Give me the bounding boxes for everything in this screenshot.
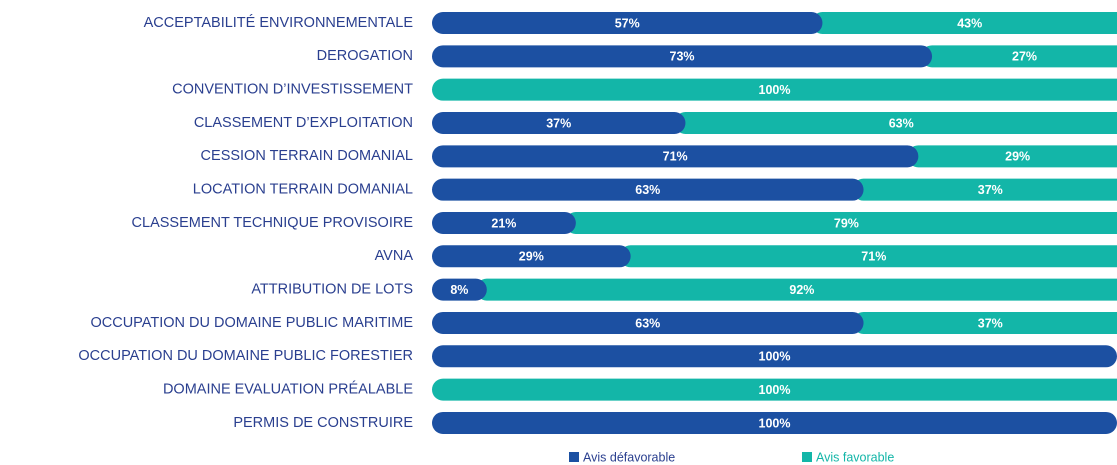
category-label: CLASSEMENT TECHNIQUE PROVISOIRE bbox=[132, 215, 414, 231]
value-label: 27% bbox=[1012, 50, 1037, 64]
bar-favorable bbox=[432, 378, 1117, 401]
value-label: 21% bbox=[491, 216, 516, 230]
legend-swatch bbox=[802, 452, 812, 462]
value-label: 71% bbox=[663, 150, 688, 164]
bar-defavorable bbox=[432, 245, 631, 268]
value-label: 29% bbox=[1005, 150, 1030, 164]
bar-favorable bbox=[852, 178, 1117, 201]
value-label: 71% bbox=[861, 250, 886, 264]
value-label: 63% bbox=[889, 116, 914, 130]
value-label: 57% bbox=[615, 16, 640, 30]
value-label: 37% bbox=[546, 116, 571, 130]
value-label: 73% bbox=[670, 50, 695, 64]
bar-favorable bbox=[674, 111, 1117, 134]
value-label: 63% bbox=[635, 183, 660, 197]
category-label: DEROGATION bbox=[317, 48, 413, 64]
value-label: 8% bbox=[450, 283, 468, 297]
bar-favorable bbox=[564, 211, 1117, 234]
bar-defavorable bbox=[432, 211, 576, 234]
category-label: ATTRIBUTION DE LOTS bbox=[251, 281, 413, 297]
bar-defavorable bbox=[432, 12, 823, 34]
legend-label: Avis favorable bbox=[816, 450, 894, 464]
bar-defavorable bbox=[432, 411, 1117, 434]
category-label: PERMIS DE CONSTRUIRE bbox=[233, 415, 413, 431]
bar-favorable bbox=[432, 78, 1117, 101]
category-label: ACCEPTABILITÉ ENVIRONNEMENTALE bbox=[144, 14, 414, 31]
bar-defavorable bbox=[432, 345, 1117, 368]
value-label: 37% bbox=[978, 183, 1003, 197]
value-label: 63% bbox=[635, 316, 660, 330]
bar-defavorable bbox=[432, 45, 933, 68]
category-label: AVNA bbox=[375, 248, 414, 264]
value-label: 43% bbox=[957, 16, 982, 30]
category-label: DOMAINE EVALUATION PRÉALABLE bbox=[163, 380, 413, 397]
value-label: 100% bbox=[759, 83, 791, 97]
bar-favorable bbox=[475, 278, 1117, 301]
value-label: 100% bbox=[759, 350, 791, 364]
bar-favorable bbox=[619, 245, 1117, 268]
bar-favorable bbox=[921, 45, 1117, 68]
value-label: 79% bbox=[834, 216, 859, 230]
category-label: CONVENTION D’INVESTISSEMENT bbox=[172, 81, 413, 97]
value-label: 37% bbox=[978, 316, 1003, 330]
bar-defavorable bbox=[432, 278, 487, 301]
bar-defavorable bbox=[432, 311, 864, 334]
bar-defavorable bbox=[432, 178, 864, 201]
value-label: 92% bbox=[789, 283, 814, 297]
category-label: CLASSEMENT D’EXPLOITATION bbox=[194, 115, 413, 131]
category-label: OCCUPATION DU DOMAINE PUBLIC MARITIME bbox=[90, 315, 413, 331]
bar-favorable bbox=[907, 145, 1117, 168]
bar-defavorable bbox=[432, 111, 686, 134]
category-label: LOCATION TERRAIN DOMANIAL bbox=[193, 181, 413, 197]
bar-favorable bbox=[811, 12, 1117, 34]
bar-defavorable bbox=[432, 145, 919, 168]
value-label: 100% bbox=[759, 416, 791, 430]
value-label: 29% bbox=[519, 250, 544, 264]
bar-favorable bbox=[852, 311, 1117, 334]
legend-label: Avis défavorable bbox=[583, 450, 675, 464]
legend-swatch bbox=[569, 452, 579, 462]
category-label: OCCUPATION DU DOMAINE PUBLIC FORESTIER bbox=[78, 348, 413, 364]
value-label: 100% bbox=[759, 383, 791, 397]
category-label: CESSION TERRAIN DOMANIAL bbox=[201, 148, 413, 164]
